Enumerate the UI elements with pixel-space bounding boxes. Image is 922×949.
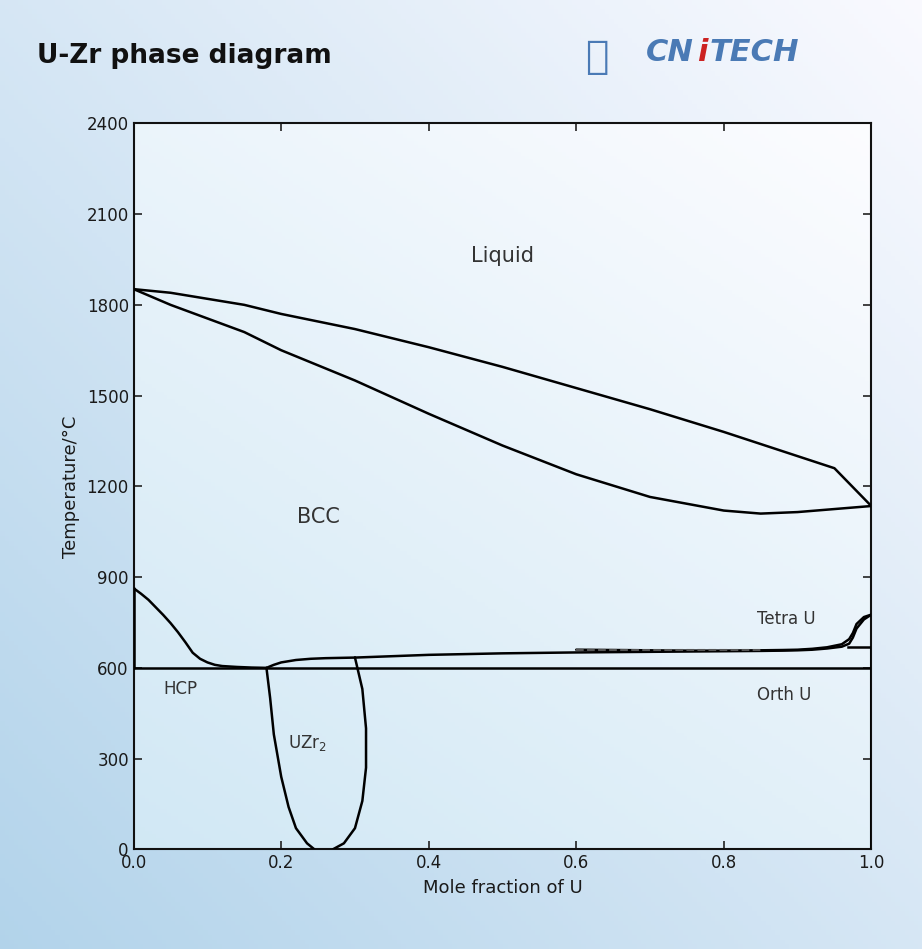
Text: Tetra U: Tetra U [757,610,816,628]
Text: U-Zr phase diagram: U-Zr phase diagram [37,43,332,68]
Text: BCC: BCC [297,507,339,527]
Text: HCP: HCP [163,680,197,698]
Text: TECH: TECH [710,38,799,67]
X-axis label: Mole fraction of U: Mole fraction of U [422,879,583,897]
Text: Orth U: Orth U [757,686,811,704]
Text: Liquid: Liquid [471,247,534,267]
Y-axis label: Temperature/°C: Temperature/°C [62,415,79,558]
Text: UZr$_2$: UZr$_2$ [288,734,326,754]
Text: i: i [697,38,707,67]
Text: CN: CN [645,38,693,67]
Text: Ⓢ: Ⓢ [585,38,609,76]
